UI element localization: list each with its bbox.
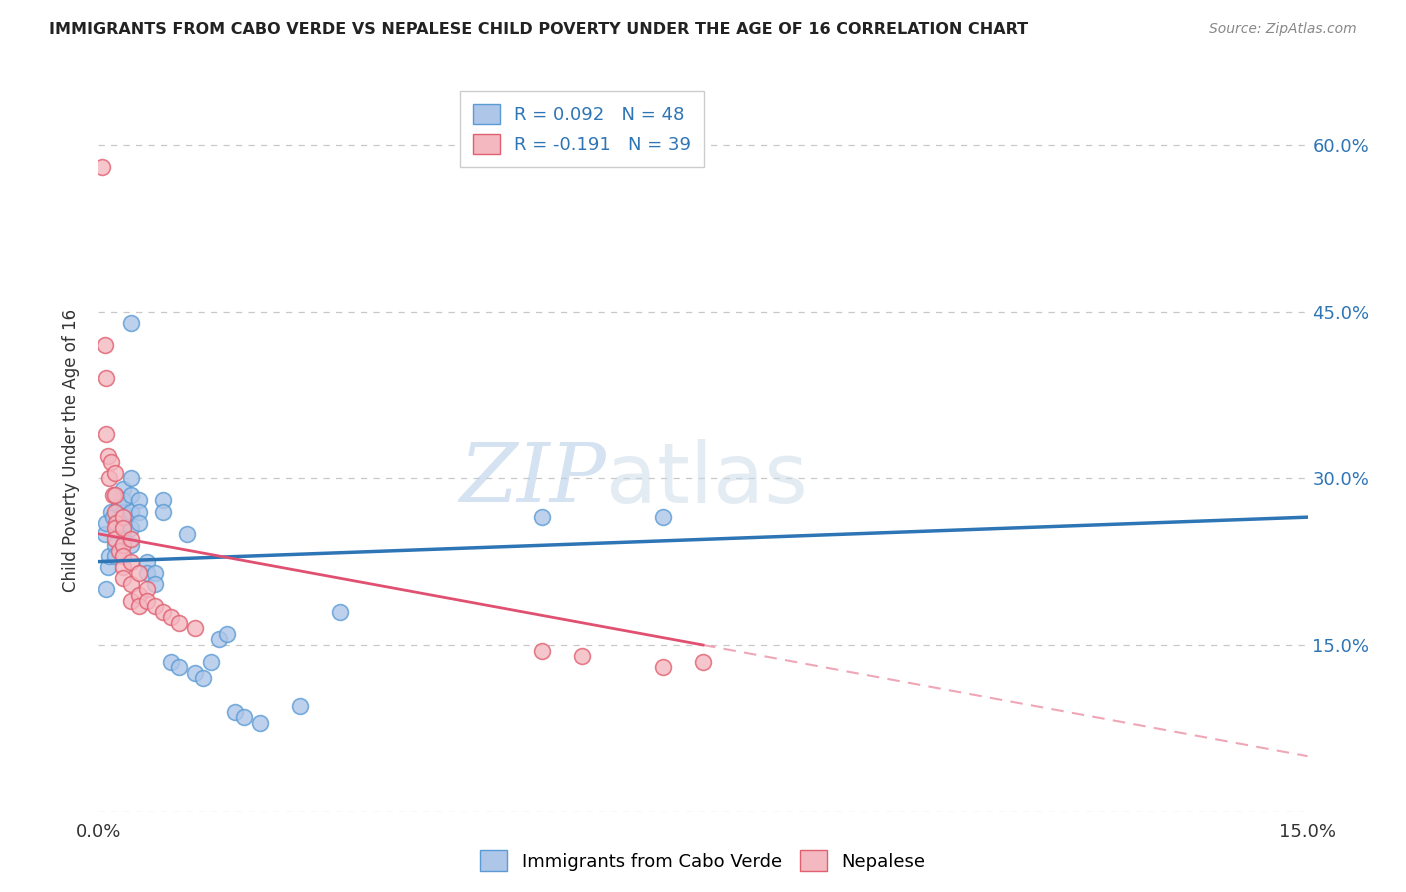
Point xyxy=(128,599,150,613)
Point xyxy=(111,521,134,535)
Point xyxy=(111,510,134,524)
Point xyxy=(103,488,125,502)
Point xyxy=(167,660,190,674)
Point xyxy=(96,371,118,385)
Point xyxy=(135,555,157,569)
Point xyxy=(120,593,142,607)
Point xyxy=(96,582,118,597)
Point xyxy=(143,577,166,591)
Point xyxy=(128,493,150,508)
Point xyxy=(111,510,134,524)
Point xyxy=(120,521,142,535)
Point xyxy=(135,582,157,597)
Point xyxy=(105,521,128,535)
Point xyxy=(103,466,125,480)
Point xyxy=(184,621,207,635)
Point xyxy=(111,505,134,519)
Point xyxy=(97,471,120,485)
Point xyxy=(120,505,142,519)
Point xyxy=(120,577,142,591)
Point xyxy=(107,499,129,513)
Y-axis label: Child Poverty Under the Age of 16: Child Poverty Under the Age of 16 xyxy=(62,309,80,592)
Point xyxy=(97,549,120,563)
Point xyxy=(100,454,122,468)
Point xyxy=(128,516,150,530)
Point xyxy=(103,549,125,563)
Point xyxy=(111,549,134,563)
Point xyxy=(530,643,553,657)
Point xyxy=(128,566,150,580)
Point xyxy=(96,426,118,441)
Text: ZIP: ZIP xyxy=(460,440,606,519)
Point xyxy=(152,605,174,619)
Point xyxy=(100,505,122,519)
Text: atlas: atlas xyxy=(606,439,808,520)
Point xyxy=(249,715,271,730)
Point xyxy=(692,655,714,669)
Point xyxy=(105,516,128,530)
Point xyxy=(152,505,174,519)
Point xyxy=(111,521,134,535)
Point xyxy=(101,488,124,502)
Point xyxy=(200,655,222,669)
Point xyxy=(143,599,166,613)
Point xyxy=(120,533,142,547)
Point xyxy=(111,493,134,508)
Point xyxy=(120,488,142,502)
Point xyxy=(288,699,311,714)
Point xyxy=(111,571,134,585)
Point xyxy=(112,533,135,547)
Point xyxy=(94,526,117,541)
Point xyxy=(107,543,129,558)
Point xyxy=(651,510,673,524)
Point xyxy=(103,533,125,547)
Point xyxy=(120,471,142,485)
Point xyxy=(103,505,125,519)
Point xyxy=(120,316,142,330)
Point xyxy=(224,705,246,719)
Point xyxy=(530,510,553,524)
Point xyxy=(176,526,198,541)
Point xyxy=(135,566,157,580)
Point xyxy=(101,510,124,524)
Point xyxy=(143,566,166,580)
Point xyxy=(167,615,190,630)
Point xyxy=(97,560,120,574)
Point xyxy=(120,555,142,569)
Point xyxy=(329,605,352,619)
Point xyxy=(128,588,150,602)
Legend: R = 0.092   N = 48, R = -0.191   N = 39: R = 0.092 N = 48, R = -0.191 N = 39 xyxy=(460,91,704,167)
Point xyxy=(160,610,183,624)
Legend: Immigrants from Cabo Verde, Nepalese: Immigrants from Cabo Verde, Nepalese xyxy=(474,843,932,879)
Point xyxy=(571,649,593,664)
Point xyxy=(97,449,120,463)
Text: Source: ZipAtlas.com: Source: ZipAtlas.com xyxy=(1209,22,1357,37)
Point xyxy=(135,593,157,607)
Point xyxy=(103,488,125,502)
Point xyxy=(120,538,142,552)
Point xyxy=(111,483,134,497)
Point xyxy=(160,655,183,669)
Point xyxy=(184,665,207,680)
Text: IMMIGRANTS FROM CABO VERDE VS NEPALESE CHILD POVERTY UNDER THE AGE OF 16 CORRELA: IMMIGRANTS FROM CABO VERDE VS NEPALESE C… xyxy=(49,22,1028,37)
Point xyxy=(217,627,239,641)
Point xyxy=(232,710,254,724)
Point xyxy=(111,538,134,552)
Point xyxy=(94,338,117,352)
Point xyxy=(193,671,215,685)
Point xyxy=(103,521,125,535)
Point xyxy=(651,660,673,674)
Point xyxy=(128,505,150,519)
Point xyxy=(91,160,114,174)
Point xyxy=(111,560,134,574)
Point xyxy=(152,493,174,508)
Point xyxy=(103,538,125,552)
Point xyxy=(208,632,231,647)
Point xyxy=(96,516,118,530)
